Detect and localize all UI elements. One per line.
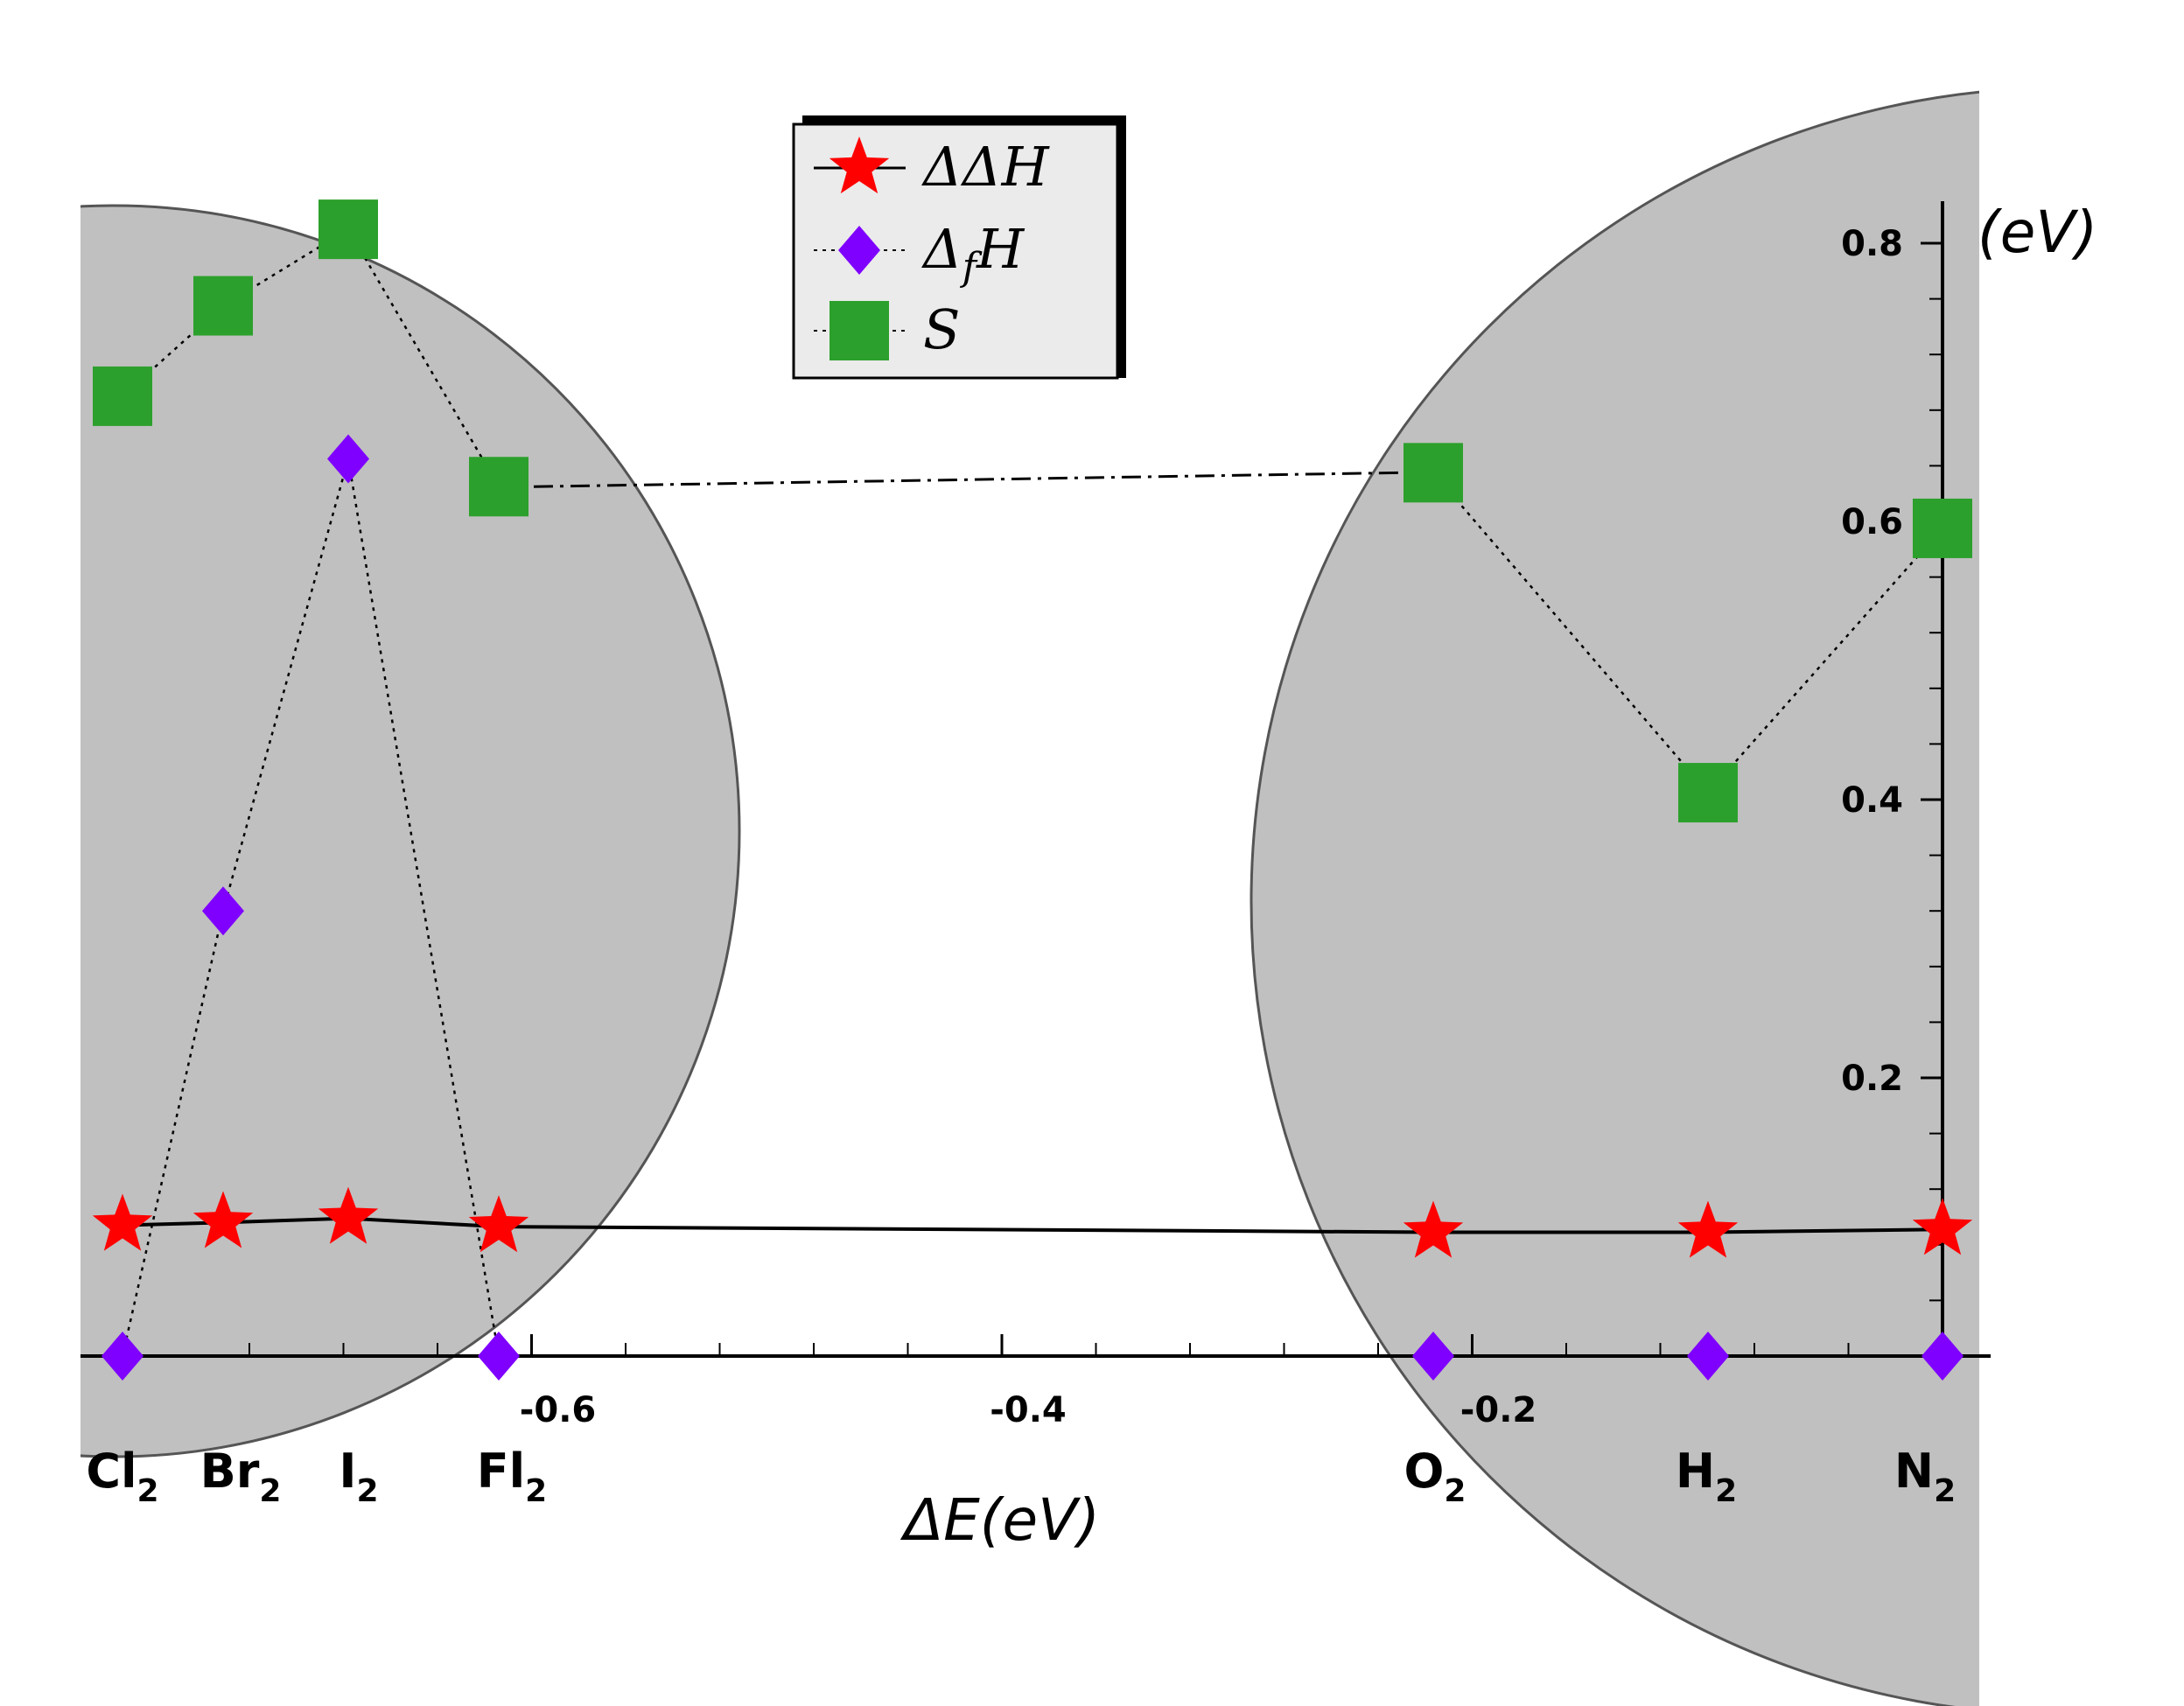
series-markers	[92, 199, 1973, 1381]
data-point-diamond	[1412, 1332, 1454, 1381]
x-tick-label: -0.4	[990, 1390, 1066, 1430]
category-label: Br2	[200, 1444, 282, 1509]
data-point-square	[1404, 443, 1463, 503]
legend-marker-diamond	[838, 226, 880, 275]
data-point-square	[318, 199, 378, 260]
y-axis-title: (eV)	[1978, 199, 2097, 266]
data-point-diamond	[1687, 1332, 1729, 1381]
x-tick-label: -0.6	[520, 1390, 596, 1430]
data-point-diamond	[1922, 1332, 1964, 1381]
category-label: I2	[339, 1444, 378, 1509]
data-point-star	[92, 1193, 153, 1251]
data-point-star	[1403, 1200, 1464, 1258]
legend-marker-star	[829, 136, 890, 194]
y-tick-label: 0.4	[1841, 780, 1903, 821]
legend-marker-square	[830, 301, 889, 360]
data-point-square	[93, 366, 152, 426]
data-point-diamond	[478, 1332, 520, 1381]
x-tick-label: -0.2	[1460, 1390, 1536, 1430]
data-point-square	[193, 276, 253, 336]
data-point-star	[1912, 1198, 1973, 1255]
data-point-diamond	[102, 1332, 144, 1381]
series-line-left	[122, 1216, 500, 1229]
y-tick-label: 0.2	[1841, 1059, 1903, 1099]
data-point-diamond	[327, 434, 369, 484]
bridge-dashdot-line	[533, 471, 1399, 488]
data-point-star	[318, 1186, 379, 1244]
left-highlight-circle	[0, 204, 741, 1458]
data-point-square	[1913, 498, 1972, 558]
category-label: H2	[1676, 1444, 1737, 1509]
category-label: Cl2	[86, 1444, 158, 1509]
legend-label: S	[923, 297, 960, 361]
data-point-star	[468, 1195, 529, 1253]
category-label: O2	[1404, 1444, 1466, 1509]
axis-labels: -0.6 -0.4 -0.2 0.2 0.4 0.6 0.8 (eV) ΔE(eV) Cl2 Br2…	[86, 199, 2097, 1554]
x-axis-title: ΔE(eV)	[900, 1486, 1100, 1554]
y-tick-label: 0.6	[1841, 502, 1903, 542]
category-label: Fl2	[477, 1444, 547, 1509]
data-point-star	[1677, 1200, 1739, 1258]
x-minor-ticks	[248, 1334, 1850, 1356]
data-point-square	[469, 457, 528, 517]
series-line-left	[122, 227, 500, 487]
y-tick-label: 0.8	[1841, 224, 1903, 264]
series-bridge-line	[498, 1225, 1434, 1234]
legend-label: ΔΔH	[921, 135, 1051, 199]
data-point-square	[1678, 763, 1738, 823]
category-label: N2	[1894, 1444, 1956, 1509]
right-clip-mask	[1979, 0, 2184, 1706]
data-point-star	[192, 1191, 254, 1248]
series-line-left	[121, 458, 500, 1357]
left-clip-mask	[0, 0, 80, 1706]
data-point-diamond	[202, 886, 244, 936]
